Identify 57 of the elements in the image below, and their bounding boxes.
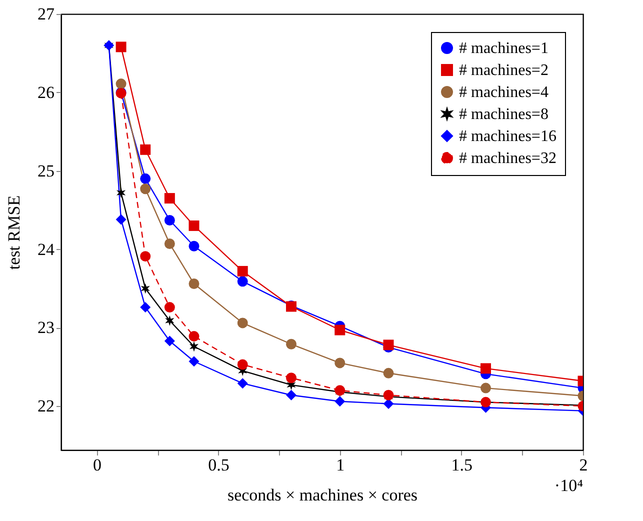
point (237, 276, 248, 287)
x-axis-title: seconds × machines × cores (227, 486, 418, 504)
point (165, 315, 174, 326)
y-tick-label: 22 (38, 396, 54, 416)
point (286, 390, 296, 400)
point (140, 251, 151, 262)
point (334, 324, 346, 336)
point (188, 356, 200, 367)
y-tick-label: 27 (38, 4, 55, 24)
point (480, 363, 491, 374)
point (140, 283, 150, 294)
point (164, 215, 175, 226)
point (237, 266, 248, 276)
point (480, 382, 491, 394)
point (383, 340, 394, 350)
y-tick-label: 24 (38, 240, 55, 259)
point (116, 42, 126, 52)
point (334, 358, 346, 368)
legend-label: # machines=16 (459, 128, 556, 145)
point (189, 341, 199, 352)
point (140, 173, 151, 184)
point (164, 336, 175, 346)
point (164, 302, 175, 313)
x-tick-label: 0 (92, 456, 102, 474)
y-axis-title: test RMSE (4, 195, 24, 270)
legend-label: # machines=1 (459, 40, 548, 57)
y-tick-label: 25 (38, 161, 54, 180)
point (286, 338, 296, 350)
legend-label: # machines=2 (459, 62, 548, 79)
legend-label: # machines=8 (459, 106, 548, 123)
point (164, 193, 175, 204)
point (188, 220, 200, 231)
legend-label: # machines=32 (459, 150, 556, 167)
y-tick-label: 23 (38, 318, 54, 338)
point (188, 331, 200, 342)
point (140, 302, 151, 313)
point (286, 372, 296, 384)
point (188, 278, 200, 289)
point (237, 378, 248, 389)
point (116, 188, 126, 198)
x-tick-label: 1.5 (451, 456, 473, 474)
point (237, 359, 248, 370)
point (140, 144, 151, 155)
x-tick-label: 2 (579, 456, 588, 474)
point (116, 78, 126, 90)
x-tick-label: 1 (336, 456, 345, 474)
legend-label: # machines=4 (459, 84, 548, 101)
point (164, 238, 175, 249)
x-tick-label: 0.5 (208, 456, 230, 474)
text: ·10⁴ (554, 476, 584, 495)
point (383, 368, 394, 378)
point (116, 214, 126, 225)
point (334, 396, 346, 407)
point (237, 318, 248, 328)
point (140, 184, 151, 194)
y-tick-label: 26 (38, 82, 54, 102)
point (188, 240, 200, 252)
